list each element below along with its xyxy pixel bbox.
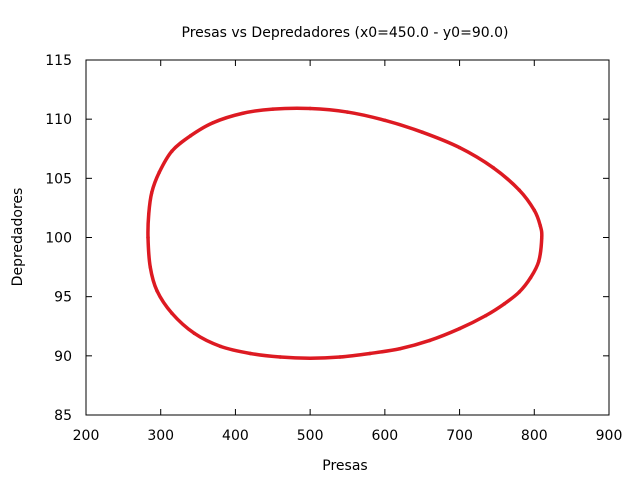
data-point: [502, 302, 507, 306]
x-tick-label: 800: [521, 428, 548, 444]
data-point: [192, 331, 197, 336]
data-point: [211, 120, 215, 125]
y-axis-label: Depredadores: [10, 188, 26, 287]
y-tick-label: 110: [45, 112, 72, 128]
data-point: [170, 149, 174, 153]
data-point: [517, 290, 522, 294]
data-point: [457, 326, 462, 331]
data-point: [517, 188, 522, 192]
data-point: [532, 208, 537, 213]
data-point: [218, 344, 223, 349]
y-tick-label: 95: [54, 290, 72, 306]
series-line: [146, 106, 544, 360]
data-point: [150, 190, 154, 195]
data-point: [170, 311, 174, 315]
x-tick-label: 700: [446, 428, 473, 444]
y-tick-label: 115: [45, 53, 72, 69]
data-point: [248, 351, 253, 356]
data-point: [398, 346, 402, 351]
y-tick-label: 85: [54, 408, 72, 424]
x-tick-label: 900: [596, 428, 623, 444]
data-point: [188, 133, 193, 138]
data-point: [278, 355, 283, 359]
data-point: [338, 355, 342, 359]
x-tick-label: 200: [73, 428, 100, 444]
data-point: [420, 130, 424, 134]
data-point: [491, 165, 495, 170]
data-point: [457, 145, 462, 150]
x-tick-label: 500: [297, 428, 324, 444]
data-point: [241, 111, 245, 115]
data-point: [528, 275, 533, 280]
x-axis-label: Presas: [322, 458, 367, 474]
x-tick-label: 300: [147, 428, 174, 444]
y-tick-label: 105: [45, 171, 72, 187]
data-point: [146, 235, 150, 240]
data-point: [148, 265, 152, 269]
x-tick-label: 600: [371, 428, 398, 444]
chart-title: Presas vs Depredadores (x0=450.0 - y0=90…: [182, 25, 509, 41]
data-point: [483, 313, 488, 318]
x-tick-label: 400: [222, 428, 249, 444]
data-point: [157, 170, 161, 175]
data-point: [368, 351, 372, 356]
data-point: [308, 106, 312, 111]
data-point: [345, 110, 350, 114]
data-point: [308, 356, 312, 360]
y-tick-label: 100: [45, 231, 72, 247]
data-point: [271, 107, 275, 111]
data-point: [540, 235, 544, 240]
data-point: [383, 118, 387, 123]
data-point: [538, 223, 543, 228]
data-point: [147, 212, 151, 216]
data-point: [155, 289, 159, 293]
y-tick-label: 90: [54, 349, 72, 365]
data-point: [427, 338, 432, 343]
data-point: [537, 259, 541, 263]
